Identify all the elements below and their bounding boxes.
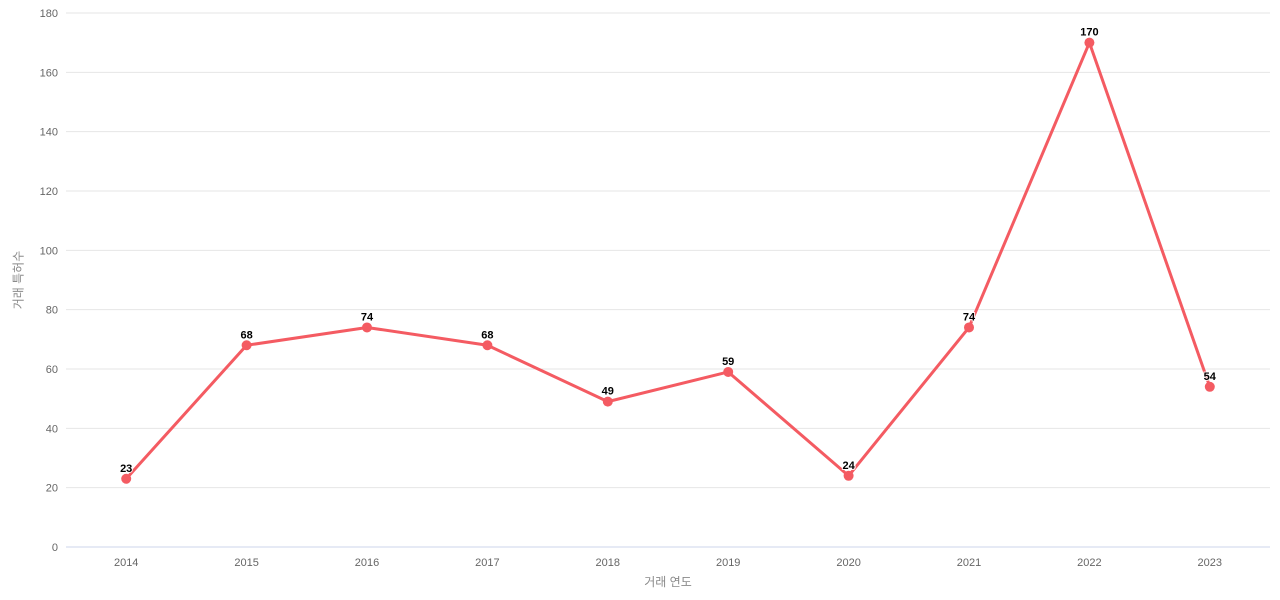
data-point-2017[interactable]	[482, 340, 493, 351]
data-label: 24	[842, 460, 855, 472]
x-tick-label: 2018	[596, 557, 620, 569]
y-tick-label: 80	[46, 305, 58, 317]
y-tick-label: 180	[40, 8, 58, 20]
data-point-2021[interactable]	[964, 322, 974, 333]
y-tick-label: 20	[46, 483, 58, 495]
x-tick-label: 2022	[1077, 557, 1101, 569]
data-point-2015[interactable]	[241, 340, 252, 351]
y-tick-label: 100	[40, 245, 58, 257]
data-point-2020[interactable]	[843, 470, 854, 481]
data-label: 23	[120, 463, 132, 475]
data-label: 49	[602, 386, 614, 398]
data-point-2023[interactable]	[1204, 381, 1215, 392]
x-tick-label: 2015	[234, 557, 258, 569]
y-tick-label: 140	[40, 127, 58, 139]
y-tick-label: 0	[52, 542, 58, 554]
x-tick-label: 2019	[716, 557, 740, 569]
y-tick-label: 60	[46, 364, 58, 376]
data-label: 68	[481, 329, 493, 341]
y-tick-label: 40	[46, 423, 58, 435]
data-label: 74	[963, 311, 976, 323]
data-point-2022[interactable]	[1084, 37, 1095, 48]
data-label: 54	[1204, 371, 1217, 383]
data-label: 59	[722, 356, 734, 368]
y-tick-label: 120	[40, 186, 58, 198]
x-tick-label: 2017	[475, 557, 499, 569]
series-line	[124, 41, 1212, 481]
x-tick-label: 2020	[836, 557, 860, 569]
x-tick-label: 2023	[1198, 557, 1222, 569]
x-tick-label: 2014	[114, 557, 138, 569]
x-tick-label: 2021	[957, 557, 981, 569]
data-label: 68	[240, 329, 252, 341]
data-point-2016[interactable]	[362, 322, 372, 333]
y-tick-label: 160	[40, 67, 58, 79]
data-label: 74	[361, 311, 374, 323]
data-label: 170	[1080, 27, 1098, 39]
data-point-2014[interactable]	[121, 473, 132, 484]
data-point-2019[interactable]	[723, 366, 734, 377]
data-point-2018[interactable]	[602, 396, 613, 407]
x-tick-label: 2016	[355, 557, 379, 569]
